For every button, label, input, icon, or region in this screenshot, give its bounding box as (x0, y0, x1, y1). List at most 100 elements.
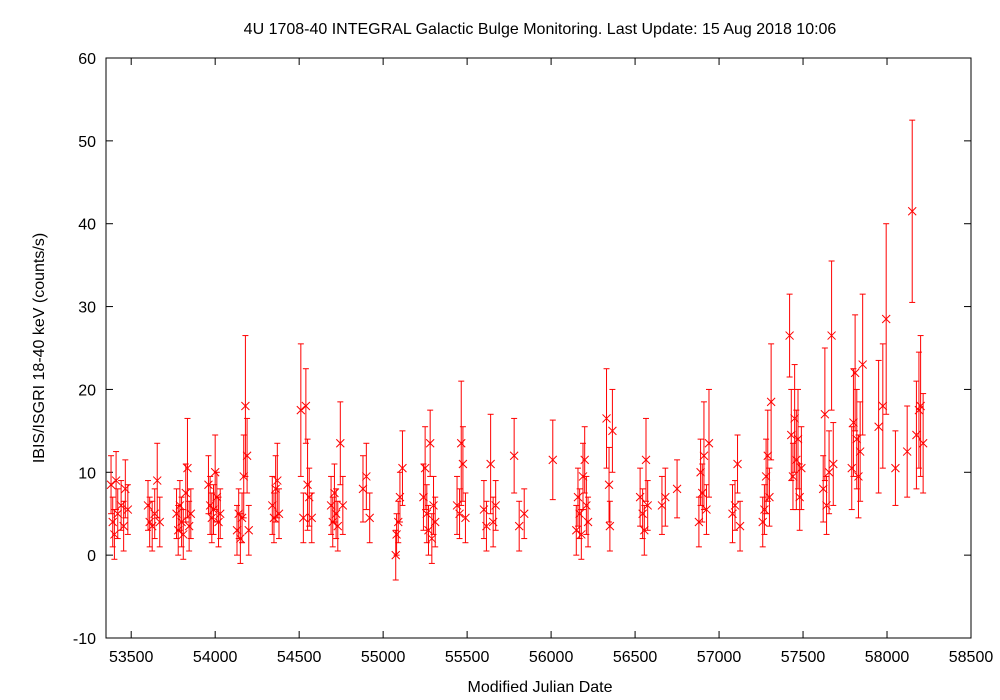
data-point (643, 480, 653, 531)
marker-x-stroke (918, 438, 928, 448)
marker-x-stroke (303, 480, 312, 490)
x-tick-label: 56500 (613, 649, 658, 666)
marker-x-stroke (486, 459, 495, 469)
marker-x-stroke (583, 517, 593, 527)
marker-x-stroke (338, 501, 348, 510)
x-tick-label: 57500 (781, 649, 826, 666)
marker-x-stroke (424, 525, 433, 535)
marker-x-stroke (326, 501, 336, 510)
marker-x-stroke (458, 459, 468, 469)
marker-x-stroke (639, 525, 649, 535)
data-point (918, 393, 928, 494)
data-point (269, 492, 279, 544)
marker-x-stroke (456, 438, 466, 448)
marker-x-stroke (818, 484, 828, 494)
data-point (702, 484, 711, 535)
data-point (788, 442, 798, 511)
marker-x-stroke (602, 414, 611, 423)
marker-x-stroke (106, 480, 116, 490)
data-point (578, 442, 588, 511)
marker-x-stroke (766, 397, 776, 407)
data-point (699, 401, 709, 511)
data-point (430, 496, 440, 548)
marker-x-stroke (296, 405, 306, 415)
data-point (178, 509, 188, 560)
marker-x-stroke (828, 459, 838, 469)
data-point (207, 492, 217, 544)
data-point (491, 480, 501, 531)
data-point (604, 446, 614, 523)
data-point (365, 492, 375, 544)
data-point (730, 480, 740, 531)
marker-x-stroke (455, 509, 464, 519)
chart-title: 4U 1708-40 INTEGRAL Galactic Bulge Monit… (244, 21, 837, 38)
marker-x-stroke (419, 492, 428, 502)
data-point (331, 488, 341, 540)
marker-x-stroke (874, 422, 883, 432)
marker-x-stroke (907, 206, 917, 216)
marker-x-stroke (267, 501, 277, 510)
marker-x-stroke (795, 492, 805, 502)
marker-x-stroke (272, 476, 282, 485)
marker-x-stroke (175, 501, 185, 510)
data-point (398, 430, 407, 506)
data-point (728, 484, 737, 544)
marker-x-stroke (735, 521, 745, 531)
data-point (608, 388, 617, 473)
marker-x-stroke (878, 401, 888, 411)
data-point (580, 426, 590, 494)
data-point (696, 438, 705, 506)
data-point (605, 500, 615, 552)
data-point (573, 467, 583, 527)
marker-x-stroke (643, 501, 653, 510)
data-point (123, 484, 133, 535)
data-point (704, 388, 714, 498)
data-point (296, 343, 306, 477)
marker-x-stroke (207, 513, 217, 523)
marker-x-stroke (335, 438, 345, 448)
marker-x-stroke (785, 331, 794, 340)
data-point (854, 434, 863, 519)
data-point (791, 409, 801, 511)
marker-x-stroke (790, 414, 799, 423)
data-point (583, 496, 593, 548)
marker-x-stroke (177, 517, 186, 527)
data-point (548, 419, 558, 501)
marker-x-stroke (119, 521, 128, 531)
data-point (482, 500, 491, 552)
data-point (303, 438, 312, 531)
marker-x-stroke (242, 451, 252, 461)
marker-x-stroke (427, 534, 437, 543)
x-tick-label: 54500 (277, 649, 322, 666)
marker-x-stroke (697, 488, 707, 498)
data-point (907, 119, 917, 303)
data-point (184, 500, 194, 552)
marker-x-stroke (509, 451, 519, 461)
marker-x-stroke (891, 463, 900, 473)
data-point (697, 463, 707, 523)
marker-x-stroke (733, 459, 742, 469)
marker-x-stroke (271, 484, 280, 494)
marker-x-stroke (307, 513, 317, 523)
data-point (760, 484, 769, 535)
data-point (638, 488, 647, 540)
data-point (881, 223, 891, 415)
marker-x-stroke (519, 509, 529, 519)
data-point (758, 496, 768, 548)
data-point (785, 293, 794, 378)
marker-x-stroke (854, 472, 863, 481)
data-point (307, 492, 317, 544)
plot-frame (105, 57, 972, 639)
marker-x-stroke (269, 513, 279, 523)
data-point (424, 504, 433, 556)
marker-x-stroke (113, 509, 123, 519)
data-point (111, 451, 121, 511)
x-tick-label: 55000 (361, 649, 406, 666)
data-point (272, 442, 282, 519)
marker-x-stroke (791, 455, 801, 465)
data-points (106, 119, 928, 581)
marker-x-stroke (143, 501, 153, 510)
marker-x-stroke (361, 472, 371, 481)
marker-x-stroke (181, 488, 191, 498)
